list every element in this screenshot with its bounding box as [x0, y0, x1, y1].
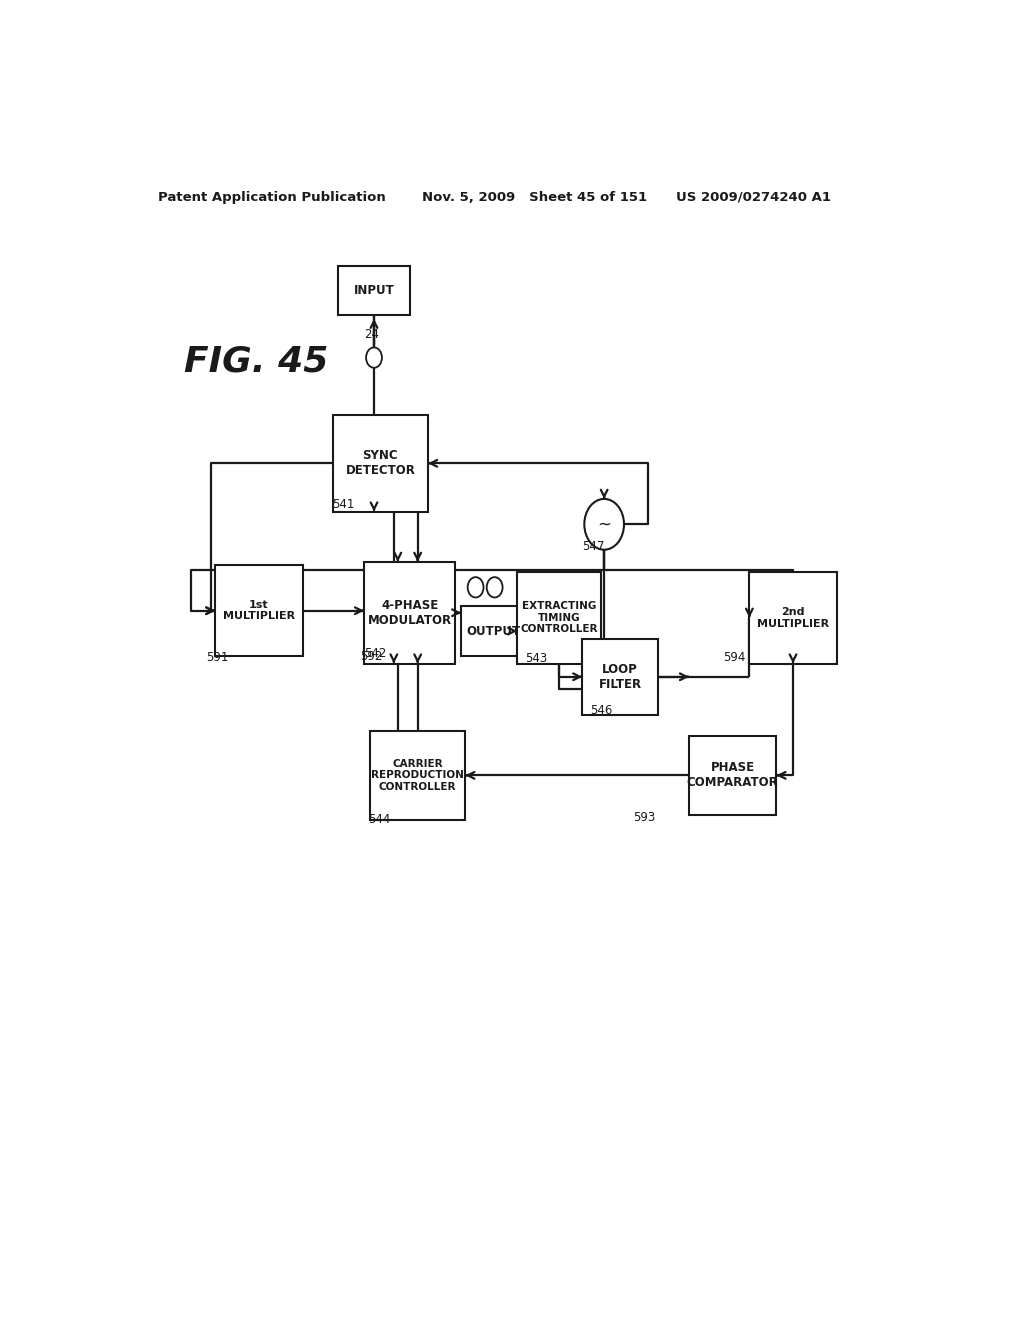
Bar: [333, 414, 428, 512]
Bar: [338, 267, 410, 315]
Text: 4-PHASE
MODULATOR: 4-PHASE MODULATOR: [368, 599, 452, 627]
Circle shape: [468, 577, 483, 598]
Text: 541: 541: [332, 499, 354, 511]
Circle shape: [585, 499, 624, 549]
Text: 1st
MULTIPLIER: 1st MULTIPLIER: [223, 599, 295, 622]
Text: 24: 24: [365, 327, 380, 341]
Bar: [370, 731, 465, 820]
Text: 594: 594: [723, 651, 745, 664]
Text: OUTPUT: OUTPUT: [466, 624, 520, 638]
Text: 592: 592: [360, 649, 383, 663]
Bar: [689, 735, 776, 814]
Text: FIG. 45: FIG. 45: [183, 345, 328, 379]
Text: PHASE
COMPARATOR: PHASE COMPARATOR: [687, 762, 778, 789]
Text: US 2009/0274240 A1: US 2009/0274240 A1: [676, 190, 830, 203]
Text: EXTRACTING
TIMING
CONTROLLER: EXTRACTING TIMING CONTROLLER: [520, 601, 598, 635]
Bar: [215, 565, 303, 656]
Text: 544: 544: [369, 813, 391, 825]
Bar: [583, 639, 657, 715]
Bar: [462, 606, 525, 656]
Text: LOOP
FILTER: LOOP FILTER: [598, 663, 642, 690]
Circle shape: [367, 347, 382, 368]
Circle shape: [486, 577, 503, 598]
Text: 591: 591: [206, 651, 228, 664]
Text: 546: 546: [590, 704, 612, 717]
Text: ~: ~: [597, 515, 611, 533]
Text: 543: 543: [524, 652, 547, 665]
Bar: [365, 562, 456, 664]
Text: 2nd
MULTIPLIER: 2nd MULTIPLIER: [757, 607, 829, 628]
Text: Nov. 5, 2009   Sheet 45 of 151: Nov. 5, 2009 Sheet 45 of 151: [422, 190, 647, 203]
Text: 547: 547: [582, 540, 604, 553]
Text: 593: 593: [634, 810, 655, 824]
Text: CARRIER
REPRODUCTION
CONTROLLER: CARRIER REPRODUCTION CONTROLLER: [372, 759, 464, 792]
Text: Patent Application Publication: Patent Application Publication: [158, 190, 386, 203]
Text: INPUT: INPUT: [353, 284, 394, 297]
Text: SYNC
DETECTOR: SYNC DETECTOR: [345, 449, 416, 478]
Text: 542: 542: [365, 647, 387, 660]
Bar: [517, 572, 601, 664]
Bar: [750, 572, 837, 664]
